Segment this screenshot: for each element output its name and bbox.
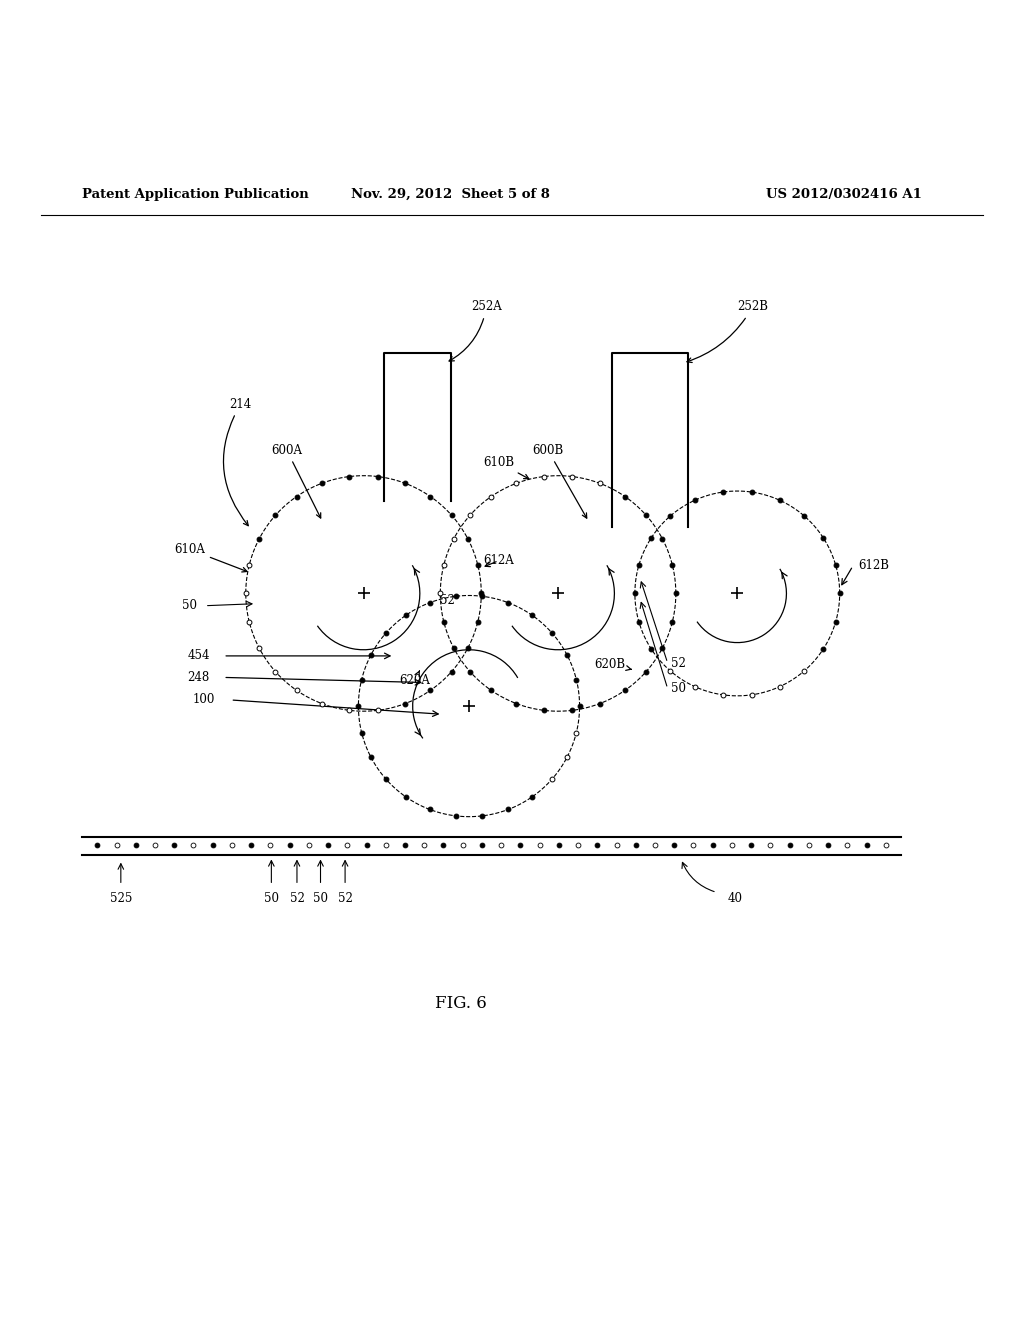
Text: 612B: 612B [858,560,889,573]
Text: Nov. 29, 2012  Sheet 5 of 8: Nov. 29, 2012 Sheet 5 of 8 [351,187,550,201]
Text: 52: 52 [338,892,352,906]
Text: 600A: 600A [271,444,321,517]
Text: 50: 50 [181,599,197,612]
Text: 50: 50 [671,682,686,696]
Text: 525: 525 [110,892,132,906]
Text: 620B: 620B [595,657,632,671]
Text: 50: 50 [313,892,328,906]
Text: 52: 52 [671,656,686,669]
Text: 610B: 610B [483,455,528,479]
Text: 252A: 252A [450,300,502,362]
Text: 620A: 620A [399,671,430,686]
Text: 612A: 612A [483,554,514,568]
Text: 52: 52 [439,594,455,607]
Text: 52: 52 [290,892,304,906]
Text: 454: 454 [187,649,210,663]
Text: 252B: 252B [687,300,768,363]
Text: 248: 248 [187,671,210,684]
Text: 40: 40 [728,892,742,906]
Text: 610A: 610A [174,543,247,572]
Text: 50: 50 [264,892,279,906]
Text: Patent Application Publication: Patent Application Publication [82,187,308,201]
Text: FIG. 6: FIG. 6 [435,994,486,1011]
Text: US 2012/0302416 A1: US 2012/0302416 A1 [766,187,922,201]
Text: 600B: 600B [532,444,587,519]
Text: 100: 100 [193,693,215,706]
Text: 214: 214 [223,397,252,525]
